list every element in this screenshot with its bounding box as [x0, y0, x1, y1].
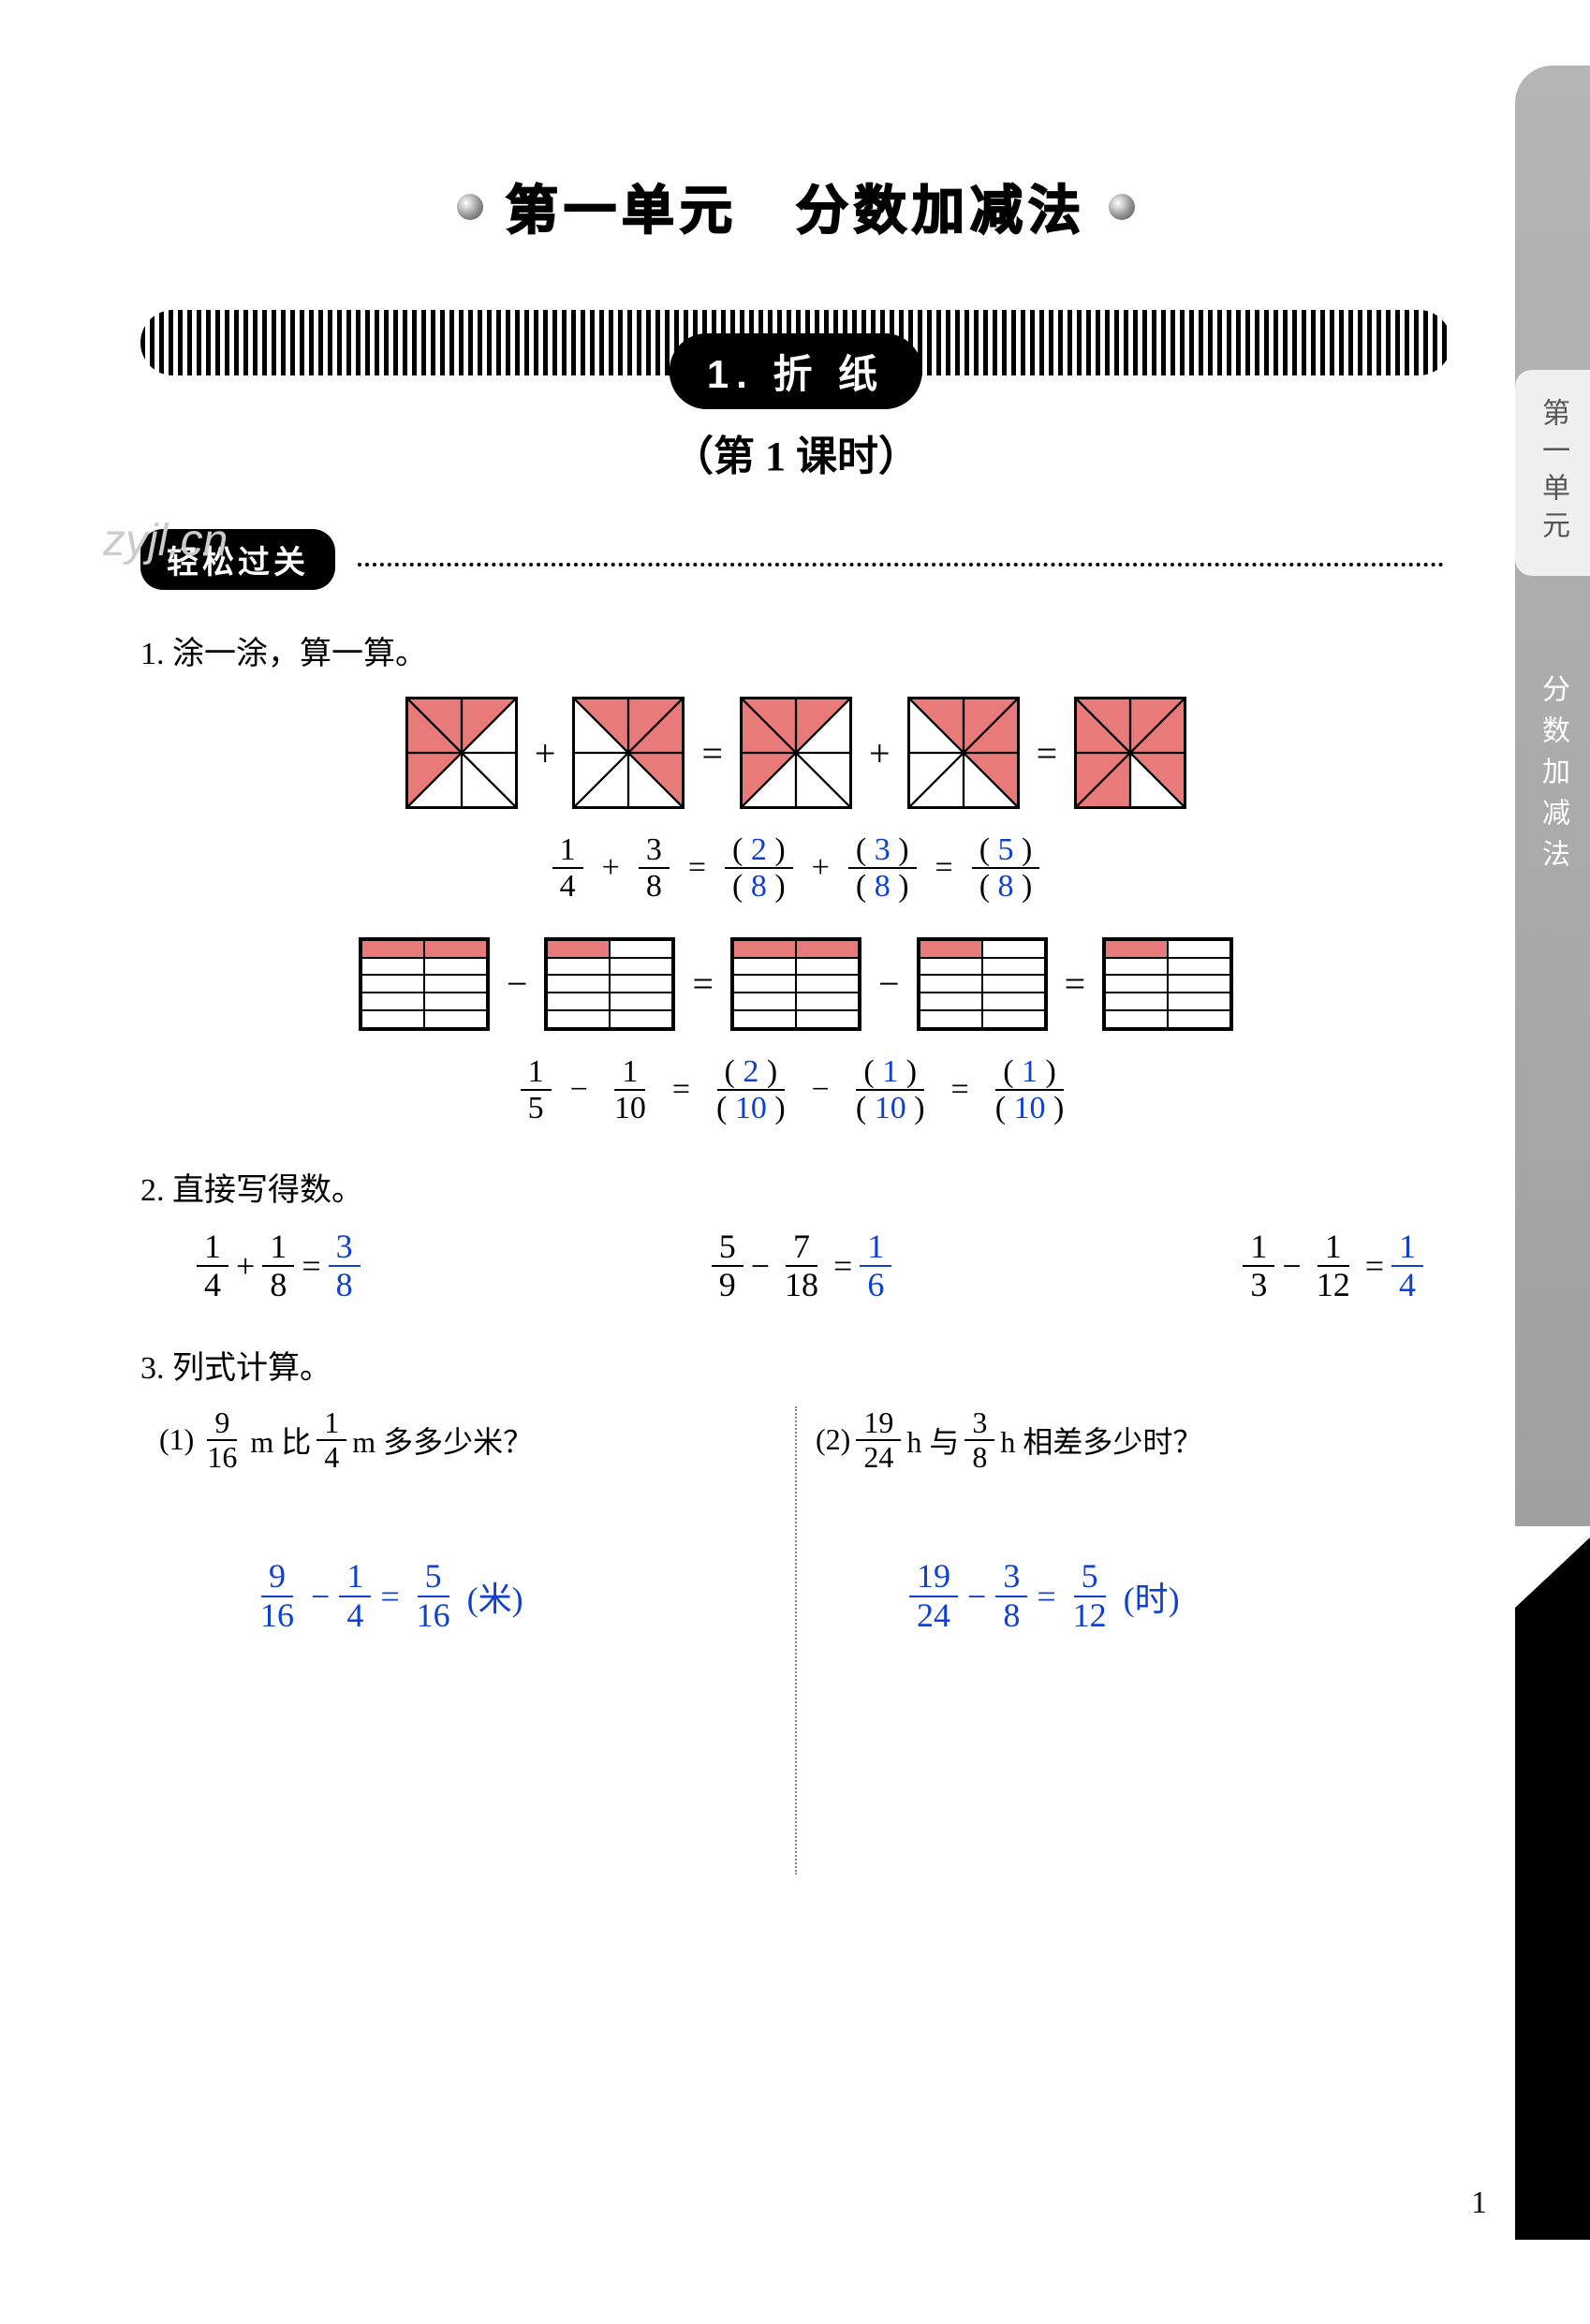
section-badge: 1. 折 纸 [670, 333, 922, 409]
dotted-line [358, 563, 1444, 566]
q3-text: 列式计算。 [172, 1351, 331, 1386]
paren-fraction: ( 3 )( 8 ) [848, 832, 917, 905]
op-eq: = [692, 962, 714, 1006]
rect-10 [359, 937, 490, 1031]
op-minus: − [878, 962, 900, 1006]
paren-fraction: ( 1 )( 10 ) [988, 1054, 1072, 1126]
q2-num: 2. [140, 1173, 165, 1208]
fraction: 110 [607, 1054, 654, 1126]
side-topic-label: 分数加减法 [1515, 655, 1590, 899]
op-plus: + [535, 731, 556, 775]
q3-num: 3. [140, 1351, 165, 1386]
side-tab: 第一单元 分数加减法 [1515, 0, 1590, 2324]
rect-10 [730, 937, 861, 1031]
q2-item: 14 + 18 = 38 [197, 1228, 361, 1304]
q3-prompt: (2) 1924 h 与 38 h 相差多少时？ [816, 1406, 1433, 1474]
paren-fraction: ( 5 )( 8 ) [972, 832, 1040, 905]
q1-diagram-row1: + = [140, 697, 1451, 809]
paren-fraction: ( 2 )( 8 ) [725, 832, 793, 905]
barcode-row: 1. 折 纸 [140, 301, 1451, 385]
q1-num: 1. [140, 637, 165, 671]
square-8 [907, 697, 1020, 809]
paren-fraction: ( 2 )( 10 ) [709, 1054, 793, 1126]
tag-row: 轻松过关 [140, 529, 1451, 590]
op-eq: = [701, 731, 723, 775]
q2-text: 直接写得数。 [172, 1173, 363, 1208]
op-eq: = [1065, 962, 1086, 1006]
watermark: zyjl.cn [103, 515, 228, 566]
square-8 [740, 697, 852, 809]
content-area: 第一单元 分数加减法 1. 折 纸 （第 1 课时） 轻松过关 zyjl.cn … [140, 169, 1451, 1875]
paren-fraction: ( 1 )( 10 ) [848, 1054, 933, 1126]
q1-eq-row1: 14 + 38 = ( 2 )( 8 ) + ( 3 )( 8 ) = ( 5 … [140, 832, 1451, 905]
title-row: 第一单元 分数加减法 [140, 169, 1451, 244]
q3-col-1: (1) 916 m 比 14 m 多多少米？ 916 − 14 = 516 (米… [140, 1406, 795, 1875]
page-number: 1 [1471, 2185, 1487, 2221]
q3-answer: 916 − 14 = 516 (米) [159, 1558, 776, 1634]
rect-10 [544, 937, 675, 1031]
q1-text: 涂一涂，算一算。 [172, 637, 427, 671]
q1: 1. 涂一涂，算一算。 [140, 627, 1451, 673]
subtitle: （第 1 课时） [140, 422, 1451, 482]
page-title: 第一单元 分数加减法 [506, 169, 1086, 244]
q3-columns: (1) 916 m 比 14 m 多多少米？ 916 − 14 = 516 (米… [140, 1406, 1451, 1875]
side-unit-label: 第一单元 [1515, 370, 1590, 576]
q2: 2. 直接写得数。 [140, 1164, 1451, 1210]
fraction: 38 [639, 832, 670, 905]
rect-10 [917, 937, 1048, 1031]
q3-prompt: (1) 916 m 比 14 m 多多少米？ [159, 1406, 776, 1474]
fraction: 14 [552, 832, 583, 905]
bullet-icon [1109, 194, 1135, 220]
square-8 [1074, 697, 1186, 809]
q2-item: 59 − 718 = 16 [712, 1228, 892, 1304]
q3: 3. 列式计算。 [140, 1342, 1451, 1388]
bullet-icon [457, 194, 483, 220]
op-eq: = [1037, 731, 1058, 775]
page: 第一单元 分数加减法 第一单元 分数加减法 1. 折 纸 （第 1 课时） 轻松… [0, 0, 1590, 2324]
q1-eq-row2: 15 − 110 = ( 2 )( 10 ) − ( 1 )( 10 ) = (… [140, 1054, 1451, 1126]
square-8 [572, 697, 685, 809]
op-plus: + [869, 731, 891, 775]
q2-items: 14 + 18 = 38 59 − 718 = 16 13 − 112 = 14 [140, 1228, 1451, 1304]
q3-col-2: (2) 1924 h 与 38 h 相差多少时？ 1924 − 38 = 512… [797, 1406, 1451, 1875]
side-black-decor [1515, 1537, 1590, 2240]
q1-diagram-row2: − = − = [140, 937, 1451, 1031]
rect-10 [1102, 937, 1233, 1031]
square-8 [405, 697, 518, 809]
q2-item: 13 − 112 = 14 [1243, 1228, 1423, 1304]
q3-answer: 1924 − 38 = 512 (时) [816, 1558, 1433, 1634]
fraction: 15 [521, 1054, 552, 1126]
op-minus: − [507, 962, 528, 1006]
